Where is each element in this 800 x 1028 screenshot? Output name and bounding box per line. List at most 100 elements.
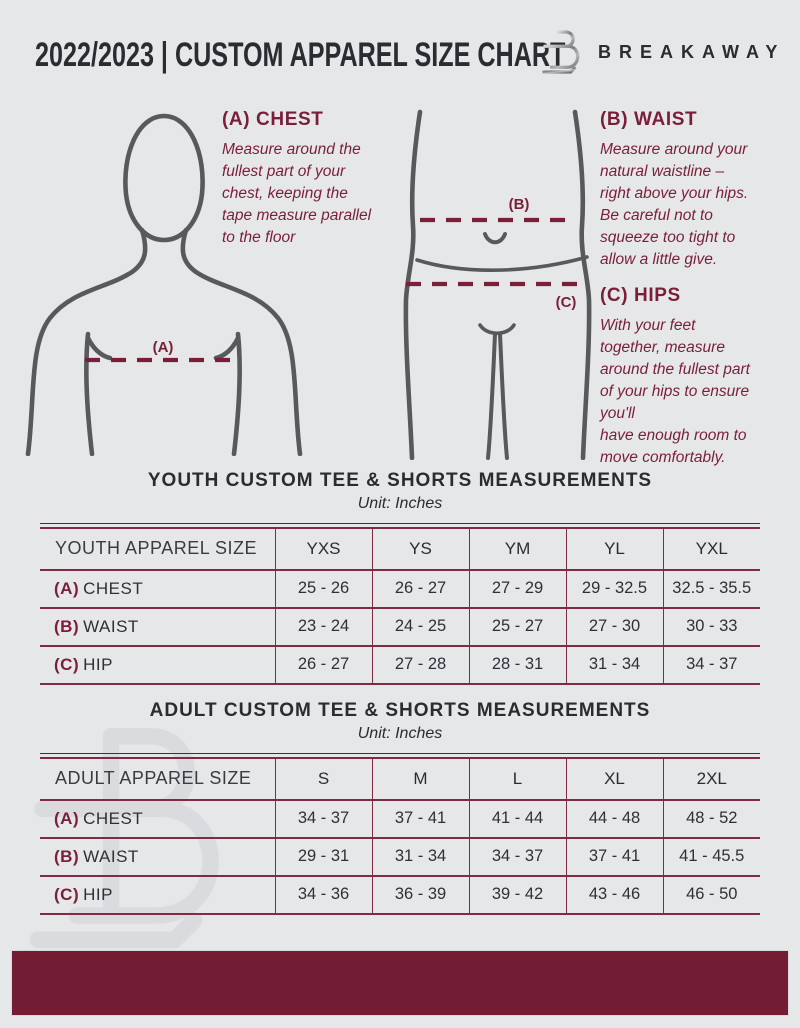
measurement-value-cell: 32.5 - 35.5	[662, 569, 760, 609]
measurement-value-cell: 37 - 41	[565, 837, 663, 877]
measurement-value-cell: 34 - 37	[662, 645, 760, 685]
measurement-value-cell: 39 - 42	[468, 875, 566, 915]
figure-navel	[483, 232, 507, 245]
figure-right-inner-arm	[231, 331, 242, 456]
measurement-value-cell: 31 - 34	[565, 645, 663, 685]
measurement-value-cell: 24 - 25	[371, 607, 469, 647]
size-header-row: YOUTH APPAREL SIZE YXS YS YM YL YXL	[40, 527, 760, 571]
hips-marker-label: (C)	[556, 294, 577, 311]
measurement-value-cell: 31 - 34	[371, 837, 469, 877]
size-column-header: YXS	[274, 527, 372, 571]
page-title: 2022/2023 | CUSTOM APPAREL SIZE CHART	[35, 36, 566, 74]
measurement-row-label: (B) WAIST	[40, 837, 275, 877]
row-marker-prefix: (B)	[54, 616, 80, 636]
figure-right-armpit	[213, 335, 241, 361]
figure-right-side	[572, 109, 592, 460]
row-body-part: WAIST	[83, 616, 139, 636]
row-marker-prefix: (A)	[54, 578, 80, 598]
size-header-row: ADULT APPAREL SIZE S M L XL 2XL	[40, 757, 760, 801]
measurement-value-cell: 30 - 33	[662, 607, 760, 647]
measurement-value-cell: 29 - 32.5	[565, 569, 663, 609]
brand-name: BREAKAWAY	[598, 41, 786, 62]
chest-figure-illustration: (A)	[25, 113, 303, 456]
row-marker-prefix: (C)	[54, 884, 80, 904]
row-marker-prefix: (A)	[54, 808, 80, 828]
measurement-row: (B) WAIST 29 - 31 31 - 34 34 - 37 37 - 41 41 -…	[40, 837, 760, 877]
measurement-value-cell: 46 - 50	[662, 875, 760, 915]
youth-table-title: YOUTH CUSTOM TEE & SHORTS MEASUREMENTS	[147, 470, 653, 491]
measurement-row: (C) HIP 26 - 27 27 - 28 28 - 31 31 - 34 34 - 3…	[40, 645, 760, 685]
measurement-value-cell: 29 - 31	[274, 837, 372, 877]
measurement-value-cell: 34 - 36	[274, 875, 372, 915]
apparel-size-header-cell: YOUTH APPAREL SIZE	[40, 527, 275, 571]
figure-crotch	[478, 323, 516, 336]
figure-left-inner-leg	[486, 332, 497, 460]
measurement-row: (B) WAIST 23 - 24 24 - 25 25 - 27 27 - 30 30 -…	[40, 607, 760, 647]
size-column-header: S	[274, 757, 372, 801]
measurement-value-cell: 26 - 27	[274, 645, 372, 685]
size-column-header: XL	[565, 757, 663, 801]
figure-head	[123, 113, 205, 243]
footer-accent-bar	[11, 950, 789, 1016]
youth-size-table: YOUTH APPAREL SIZE YXS YS YM YL YXL (A) CHEST 25…	[40, 526, 760, 685]
waist-marker-label: (B)	[509, 196, 530, 213]
figure-left-shoulder-arm	[25, 227, 148, 456]
hips-section-text: With your feet together, measure around …	[600, 317, 750, 466]
measurement-value-cell: 26 - 27	[371, 569, 469, 609]
measurement-value-cell: 48 - 52	[662, 799, 760, 839]
figure-right-shoulder-arm	[180, 227, 303, 456]
measurement-value-cell: 34 - 37	[274, 799, 372, 839]
measurement-value-cell: 25 - 26	[274, 569, 372, 609]
youth-table-unit: Unit: Inches	[357, 495, 443, 512]
adult-size-table: ADULT APPAREL SIZE S M L XL 2XL (A) CHEST 34 - 3…	[40, 756, 760, 915]
waist-section-heading: (B) WAIST	[600, 109, 698, 130]
measurement-value-cell: 27 - 30	[565, 607, 663, 647]
figure-hip-crease	[415, 255, 589, 272]
figure-left-armpit	[85, 335, 113, 361]
measurement-row: (A) CHEST 34 - 37 37 - 41 41 - 44 44 - 48 48 -…	[40, 799, 760, 839]
size-column-header: YXL	[662, 527, 760, 571]
measurement-value-cell: 28 - 31	[468, 645, 566, 685]
size-column-header: L	[468, 757, 566, 801]
measurement-row-label: (B) WAIST	[40, 607, 275, 647]
waist-section-text: Measure around your natural waistline – …	[600, 141, 749, 268]
figure-left-side	[403, 109, 423, 460]
size-column-header: M	[371, 757, 469, 801]
measurement-row-label: (A) CHEST	[40, 799, 275, 839]
brand-lockup: BREAKAWAY	[542, 26, 785, 78]
size-column-header: YL	[565, 527, 663, 571]
row-body-part: HIP	[83, 884, 113, 904]
measurement-value-cell: 43 - 46	[565, 875, 663, 915]
youth-measurements-section: YOUTH CUSTOM TEE & SHORTS MEASUREMENTS U…	[40, 470, 760, 685]
measurement-row: (A) CHEST 25 - 26 26 - 27 27 - 29 29 - 32.5 32…	[40, 569, 760, 609]
hips-section-heading: (C) HIPS	[600, 285, 681, 306]
row-marker-prefix: (C)	[54, 654, 80, 674]
adult-table-title: ADULT CUSTOM TEE & SHORTS MEASUREMENTS	[149, 700, 651, 721]
row-body-part: CHEST	[83, 808, 144, 828]
measurement-row-label: (A) CHEST	[40, 569, 275, 609]
apparel-size-header-cell: ADULT APPAREL SIZE	[40, 757, 275, 801]
row-body-part: CHEST	[83, 578, 144, 598]
chest-marker-label: (A)	[153, 339, 174, 356]
measurement-value-cell: 34 - 37	[468, 837, 566, 877]
adult-table-unit: Unit: Inches	[357, 725, 443, 742]
chest-section-text: Measure around the fullest part of your …	[222, 141, 372, 246]
measurement-row-label: (C) HIP	[40, 875, 275, 915]
adult-measurements-section: ADULT CUSTOM TEE & SHORTS MEASUREMENTS U…	[40, 700, 760, 915]
size-column-header: YM	[468, 527, 566, 571]
measurement-value-cell: 27 - 29	[468, 569, 566, 609]
measurement-value-cell: 37 - 41	[371, 799, 469, 839]
row-marker-prefix: (B)	[54, 846, 80, 866]
hips-figure-illustration: (B) (C)	[403, 109, 592, 460]
measurement-row-label: (C) HIP	[40, 645, 275, 685]
size-column-header: 2XL	[662, 757, 760, 801]
measurement-value-cell: 41 - 44	[468, 799, 566, 839]
measurement-value-cell: 44 - 48	[565, 799, 663, 839]
row-body-part: HIP	[83, 654, 113, 674]
measurement-value-cell: 41 - 45.5	[662, 837, 760, 877]
size-column-header: YS	[371, 527, 469, 571]
chest-section-heading: (A) CHEST	[222, 109, 324, 130]
row-body-part: WAIST	[83, 846, 139, 866]
figure-left-inner-arm	[84, 331, 95, 456]
